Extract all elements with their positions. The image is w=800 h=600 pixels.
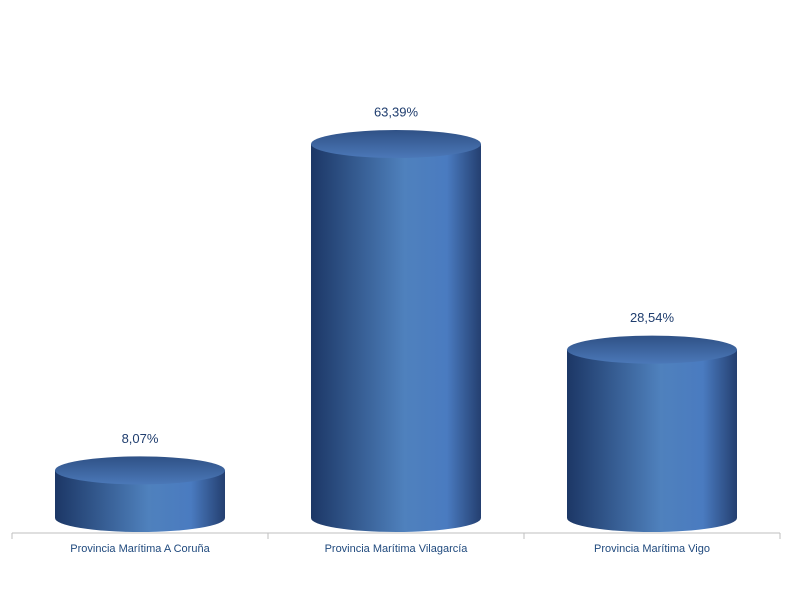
x-tick-label: Provincia Marítima A Coruña — [70, 543, 210, 555]
value-label: 8,07% — [122, 431, 159, 446]
cylinder — [567, 349, 737, 532]
cylinder-top — [311, 129, 481, 158]
x-tick-label: Provincia Marítima Vigo — [594, 543, 710, 555]
x-tick-label: Provincia Marítima Vilagarcía — [325, 543, 469, 555]
cylinder-top — [567, 335, 737, 364]
cylinder — [55, 470, 225, 532]
value-label: 63,39% — [374, 104, 419, 119]
value-label: 28,54% — [630, 310, 675, 325]
cylinder — [311, 143, 481, 532]
cylinder-top — [55, 456, 225, 485]
